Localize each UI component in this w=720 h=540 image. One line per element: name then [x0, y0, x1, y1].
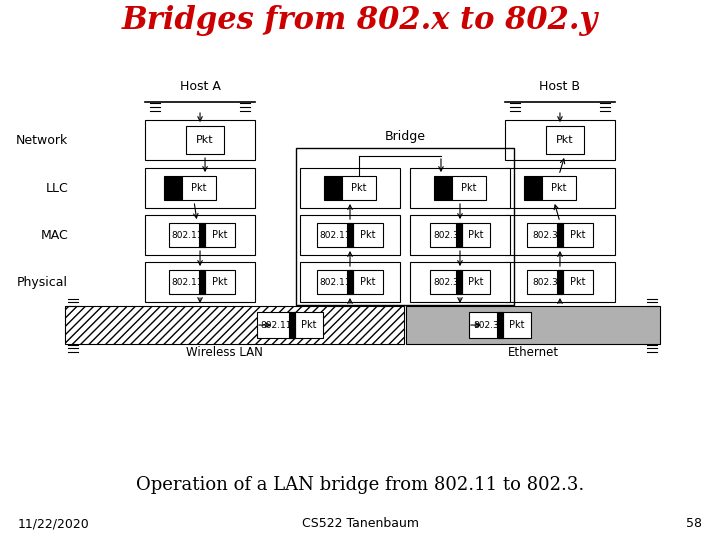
Text: Pkt: Pkt: [351, 183, 366, 193]
Bar: [527, 270, 563, 294]
Bar: [300, 168, 400, 208]
Bar: [164, 176, 182, 200]
Text: Pkt: Pkt: [468, 230, 484, 240]
Text: CS522 Tanenbaum: CS522 Tanenbaum: [302, 517, 418, 530]
Bar: [324, 176, 342, 200]
Bar: [452, 176, 486, 200]
Text: Pkt: Pkt: [197, 135, 214, 145]
Text: 802.11: 802.11: [319, 278, 351, 287]
Bar: [347, 223, 353, 247]
Text: 11/22/2020: 11/22/2020: [18, 517, 90, 530]
Bar: [182, 176, 216, 200]
Text: Network: Network: [16, 133, 68, 146]
Bar: [353, 223, 383, 247]
Text: Pkt: Pkt: [360, 277, 376, 287]
Bar: [145, 168, 255, 208]
Text: Pkt: Pkt: [360, 230, 376, 240]
Bar: [145, 120, 255, 160]
Bar: [353, 270, 383, 294]
Text: Wireless LAN: Wireless LAN: [186, 346, 263, 359]
Text: 802.3: 802.3: [433, 231, 459, 240]
Bar: [300, 262, 400, 302]
Bar: [169, 270, 205, 294]
Text: Pkt: Pkt: [462, 183, 477, 193]
Bar: [410, 168, 510, 208]
Bar: [456, 223, 462, 247]
Bar: [557, 270, 563, 294]
Bar: [542, 176, 576, 200]
Bar: [527, 223, 563, 247]
Text: Operation of a LAN bridge from 802.11 to 802.3.: Operation of a LAN bridge from 802.11 to…: [136, 476, 584, 494]
Text: 802.11: 802.11: [260, 321, 292, 329]
Bar: [169, 223, 205, 247]
Text: Pkt: Pkt: [301, 320, 317, 330]
Bar: [505, 215, 615, 255]
Bar: [205, 223, 235, 247]
Bar: [505, 262, 615, 302]
Text: Pkt: Pkt: [552, 183, 567, 193]
Text: 802.3: 802.3: [532, 278, 558, 287]
Text: 802.3: 802.3: [532, 231, 558, 240]
Bar: [524, 176, 542, 200]
Bar: [505, 168, 615, 208]
Text: Pkt: Pkt: [570, 230, 585, 240]
Text: Pkt: Pkt: [556, 135, 574, 145]
Bar: [186, 126, 224, 154]
Bar: [563, 223, 593, 247]
Bar: [456, 270, 462, 294]
Text: Ethernet: Ethernet: [508, 346, 559, 359]
Bar: [546, 126, 584, 154]
Bar: [205, 270, 235, 294]
Text: 802.11: 802.11: [319, 231, 351, 240]
Text: Pkt: Pkt: [468, 277, 484, 287]
Bar: [347, 270, 353, 294]
Bar: [503, 312, 531, 338]
Text: Bridge: Bridge: [384, 130, 426, 143]
Bar: [434, 176, 452, 200]
Bar: [317, 223, 353, 247]
Bar: [300, 215, 400, 255]
Text: Pkt: Pkt: [570, 277, 585, 287]
Bar: [296, 148, 514, 305]
Bar: [430, 270, 462, 294]
Bar: [462, 270, 490, 294]
Bar: [410, 262, 510, 302]
Bar: [406, 306, 660, 344]
Text: Pkt: Pkt: [212, 230, 228, 240]
Bar: [145, 262, 255, 302]
Text: 802.11: 802.11: [171, 231, 203, 240]
Text: 802.3: 802.3: [433, 278, 459, 287]
Text: Host B: Host B: [539, 80, 580, 93]
Bar: [65, 306, 404, 344]
Bar: [557, 223, 563, 247]
Bar: [199, 270, 205, 294]
Text: MAC: MAC: [40, 228, 68, 241]
Bar: [497, 312, 503, 338]
Bar: [462, 223, 490, 247]
Bar: [469, 312, 503, 338]
Text: Host A: Host A: [179, 80, 220, 93]
Bar: [295, 312, 323, 338]
Text: Pkt: Pkt: [212, 277, 228, 287]
Bar: [505, 120, 615, 160]
Bar: [342, 176, 376, 200]
Bar: [289, 312, 295, 338]
Bar: [410, 215, 510, 255]
Text: 58: 58: [686, 517, 702, 530]
Text: Pkt: Pkt: [192, 183, 207, 193]
Bar: [199, 223, 205, 247]
Text: Physical: Physical: [17, 275, 68, 288]
Bar: [145, 215, 255, 255]
Text: 802.11: 802.11: [171, 278, 203, 287]
Bar: [563, 270, 593, 294]
Text: 802.3: 802.3: [473, 321, 499, 329]
Bar: [430, 223, 462, 247]
Text: Bridges from 802.x to 802.y: Bridges from 802.x to 802.y: [122, 5, 598, 36]
Bar: [257, 312, 295, 338]
Text: Pkt: Pkt: [509, 320, 525, 330]
Bar: [317, 270, 353, 294]
Text: LLC: LLC: [45, 181, 68, 194]
